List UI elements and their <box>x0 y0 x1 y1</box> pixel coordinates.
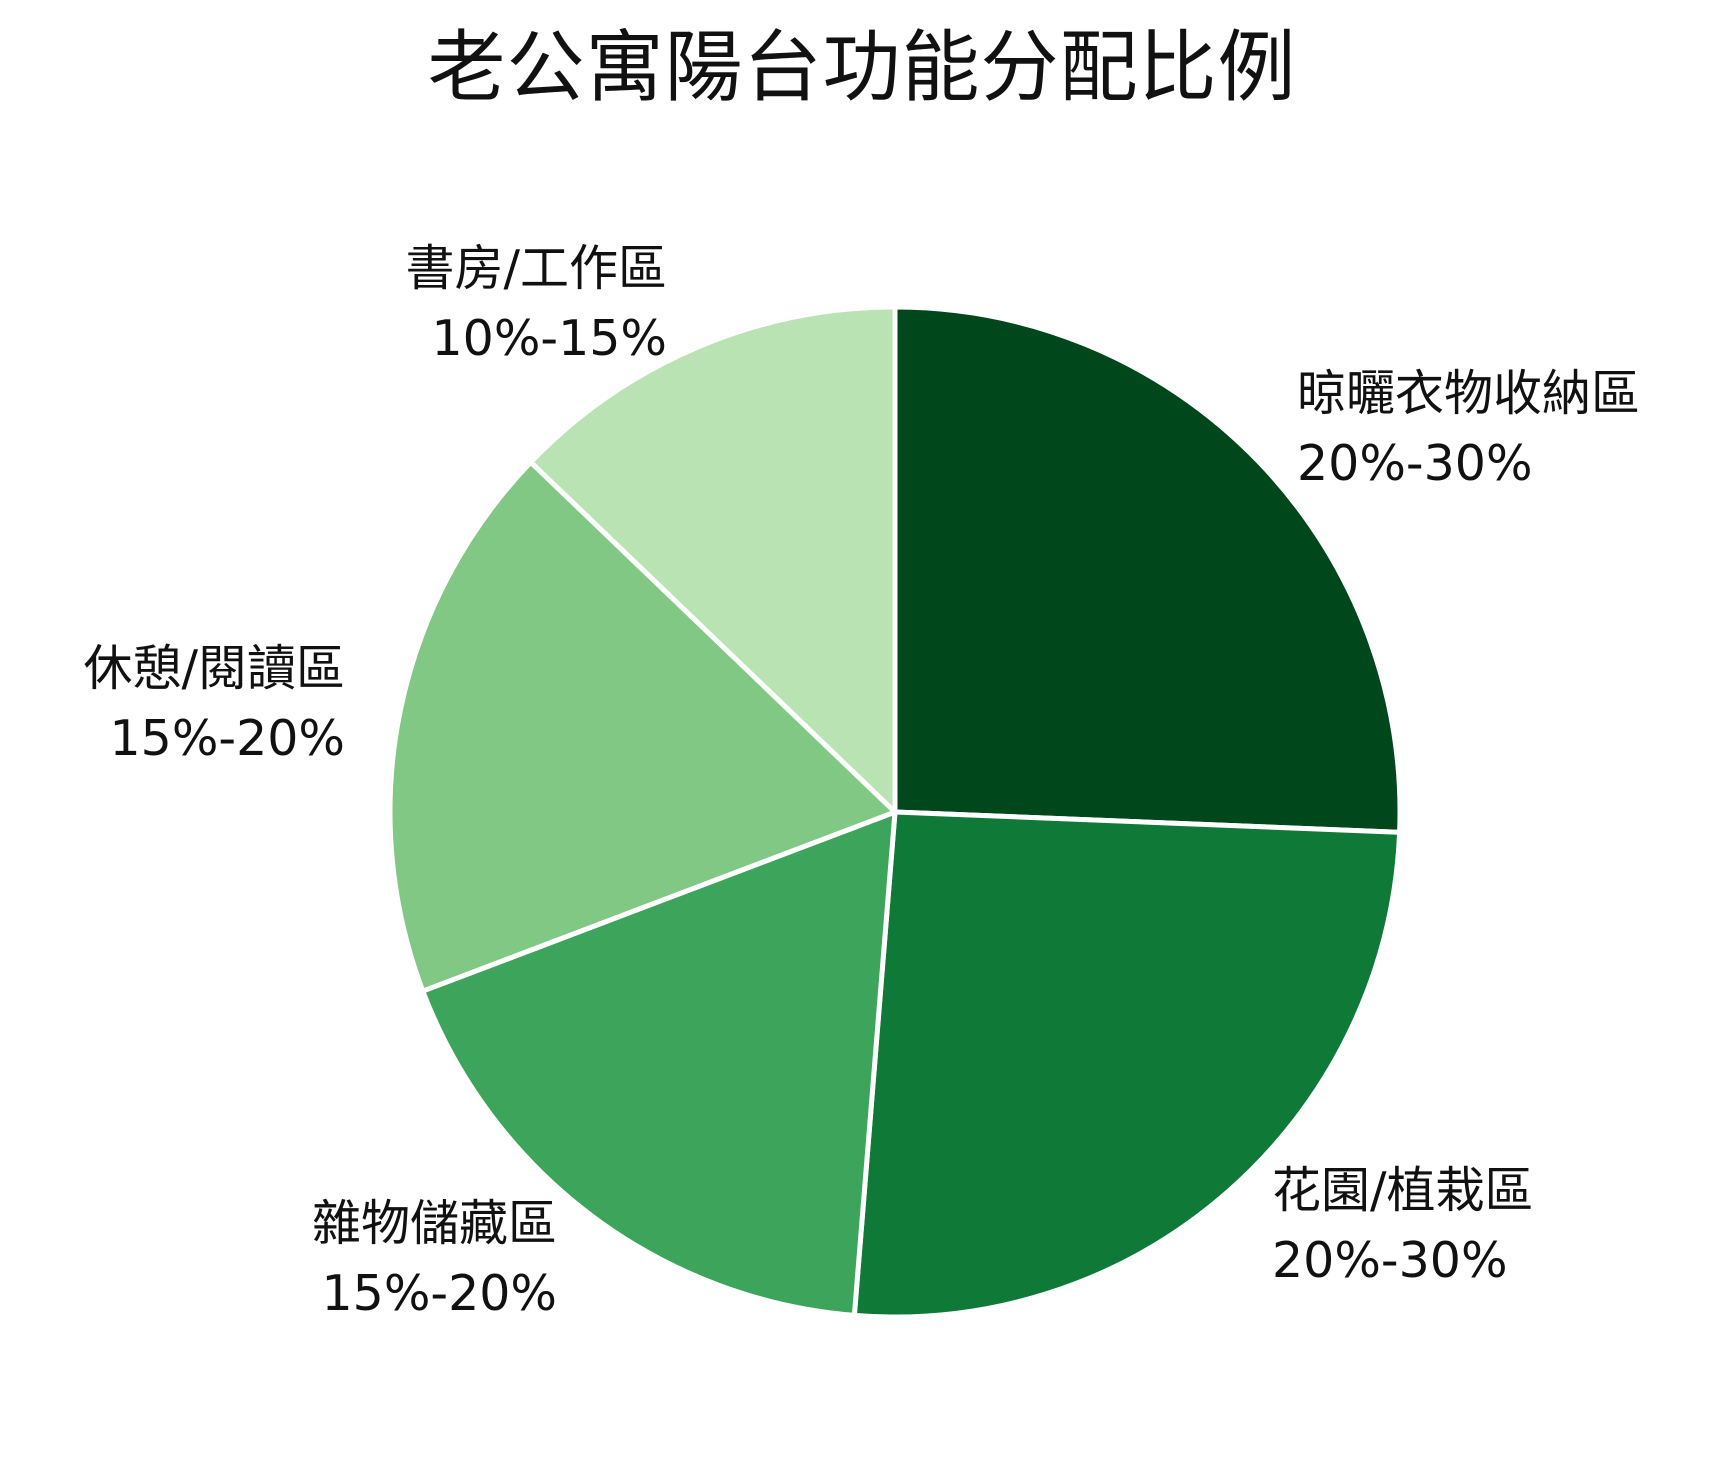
slice-range-1: 20%-30% <box>1297 435 1533 492</box>
slice-label-4: 休憩/閱讀區 <box>83 640 345 697</box>
pie-slices <box>387 304 1403 1320</box>
chart-title: 老公寓陽台功能分配比例 <box>427 23 1297 113</box>
slice-range-5: 10%-15% <box>431 310 667 367</box>
slice-label-1: 晾曬衣物收納區 <box>1297 365 1640 422</box>
slice-label-3: 雜物儲藏區 <box>312 1195 557 1252</box>
slice-range-2: 20%-30% <box>1272 1232 1508 1289</box>
slice-range-3: 15%-20% <box>321 1265 557 1322</box>
slice-range-4: 15%-20% <box>109 710 345 767</box>
pie-slice-4 <box>387 459 898 994</box>
pie-slice-5 <box>528 304 898 815</box>
slice-label-5: 書房/工作區 <box>405 240 667 297</box>
pie-labels: 晾曬衣物收納區 20%-30% 花園/植栽區 20%-30% 雜物儲藏區 15%-20% 休… <box>83 240 1640 1322</box>
pie-slice-3 <box>420 809 898 1318</box>
pie-slice-1 <box>892 304 1403 835</box>
slice-label-2: 花園/植栽區 <box>1272 1162 1534 1219</box>
pie-slice-2 <box>851 809 1403 1320</box>
